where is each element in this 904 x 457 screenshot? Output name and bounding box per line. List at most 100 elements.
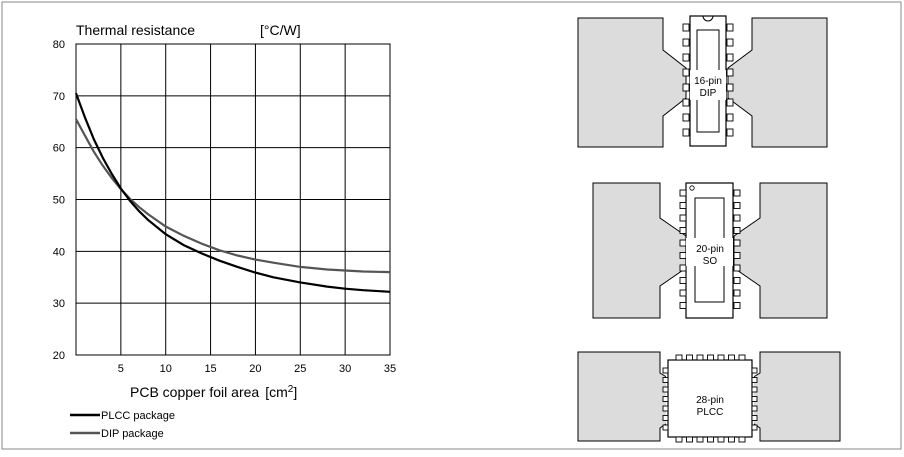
pin <box>679 289 687 297</box>
dip-pins <box>682 23 734 137</box>
pin <box>733 227 741 234</box>
x-tick-label: 25 <box>294 363 306 375</box>
pin <box>733 189 741 197</box>
pin <box>682 23 690 32</box>
pin <box>679 252 687 259</box>
figure-frame <box>1 1 902 450</box>
y-tick-label: 60 <box>53 143 65 155</box>
pin <box>751 386 758 393</box>
pin <box>679 277 687 284</box>
x-axis-label: PCB copper foil area [cm2] <box>130 384 297 400</box>
pin <box>682 68 690 77</box>
pin <box>679 239 687 247</box>
x-tick-label: 20 <box>249 363 261 375</box>
chart-title: Thermal resistance <box>76 22 195 38</box>
copper-pad-right <box>727 17 828 148</box>
pin <box>682 128 690 137</box>
y-tick-label: 40 <box>53 246 65 258</box>
so-label-line1: 20-pin <box>696 244 724 255</box>
pin <box>682 83 690 92</box>
dip-label-bg <box>690 70 726 100</box>
dip-notch <box>702 15 714 22</box>
x-tick-label: 5 <box>118 363 124 375</box>
pin <box>733 264 741 272</box>
pin <box>733 289 741 297</box>
so-pins <box>679 189 741 309</box>
plcc28-diagram: 28-pin PLCC <box>577 351 841 443</box>
pin <box>696 354 704 361</box>
y-tick-label: 70 <box>53 91 65 103</box>
pin <box>728 436 735 443</box>
pin <box>726 53 734 62</box>
pin <box>726 98 734 107</box>
pin <box>726 113 734 122</box>
pin <box>733 202 741 209</box>
chart-legend: PLCC package DIP package <box>70 410 175 440</box>
pin <box>726 68 734 77</box>
pin <box>751 396 758 402</box>
pin <box>696 436 704 443</box>
pin <box>717 354 725 361</box>
pin <box>728 354 735 361</box>
y-tick-label: 30 <box>53 298 65 310</box>
legend-label-dip: DIP package <box>101 428 164 440</box>
x-tick-label: 30 <box>339 363 351 375</box>
y-tick-label: 50 <box>53 195 65 207</box>
pin <box>707 436 714 443</box>
pin <box>679 264 687 272</box>
pin <box>686 354 693 361</box>
pin <box>679 202 687 209</box>
so-label-line2: SO <box>703 256 718 267</box>
pin <box>751 424 758 431</box>
pin <box>679 189 687 197</box>
x-tick-label: 10 <box>160 363 172 375</box>
pin <box>726 38 734 47</box>
x-tick-label: 35 <box>384 363 396 375</box>
pin <box>662 377 669 383</box>
pin <box>726 128 734 137</box>
copper-pad-left <box>577 17 687 148</box>
x-axis-ticks: 5 10 15 20 25 30 35 <box>118 363 396 375</box>
pin <box>679 227 687 234</box>
chart-title-unit: [°C/W] <box>260 22 301 38</box>
pin <box>679 302 687 309</box>
chart-grid <box>76 43 391 356</box>
series-line-dip <box>75 118 391 274</box>
pin <box>733 214 741 222</box>
pin <box>751 377 758 383</box>
pin <box>733 302 741 309</box>
pin <box>675 436 683 443</box>
pin <box>733 239 741 247</box>
pin <box>662 386 669 393</box>
plcc-pins <box>662 354 758 443</box>
y-tick-label: 20 <box>53 350 65 362</box>
pin <box>751 367 758 374</box>
copper-pad-left <box>592 182 687 319</box>
plot-frame <box>75 43 391 356</box>
pin <box>682 98 690 107</box>
pin <box>682 53 690 62</box>
pin <box>717 436 725 443</box>
pin <box>662 424 669 431</box>
pin <box>682 38 690 47</box>
pin <box>707 354 714 361</box>
plcc-label-line2: PLCC <box>697 407 724 418</box>
legend-label-plcc: PLCC package <box>101 410 175 422</box>
so20-diagram: 20-pin SO <box>592 182 828 319</box>
so-label-bg <box>686 238 733 266</box>
dip16-diagram: 16-pin DIP <box>577 15 828 148</box>
pin <box>662 415 669 421</box>
chart-series <box>74 92 391 293</box>
dip-label-line1: 16-pin <box>694 76 722 87</box>
pin <box>751 405 758 412</box>
pin <box>679 214 687 222</box>
pin <box>733 252 741 259</box>
pin <box>675 354 683 361</box>
thermal-resistance-chart: Thermal resistance [°C/W] 20 30 40 50 60 70 80… <box>53 22 396 440</box>
series-line-plcc <box>74 92 391 293</box>
so-pin1-marker <box>689 185 695 191</box>
pin <box>662 396 669 402</box>
plcc-label-line1: 28-pin <box>696 395 724 406</box>
y-tick-label: 80 <box>53 39 65 51</box>
